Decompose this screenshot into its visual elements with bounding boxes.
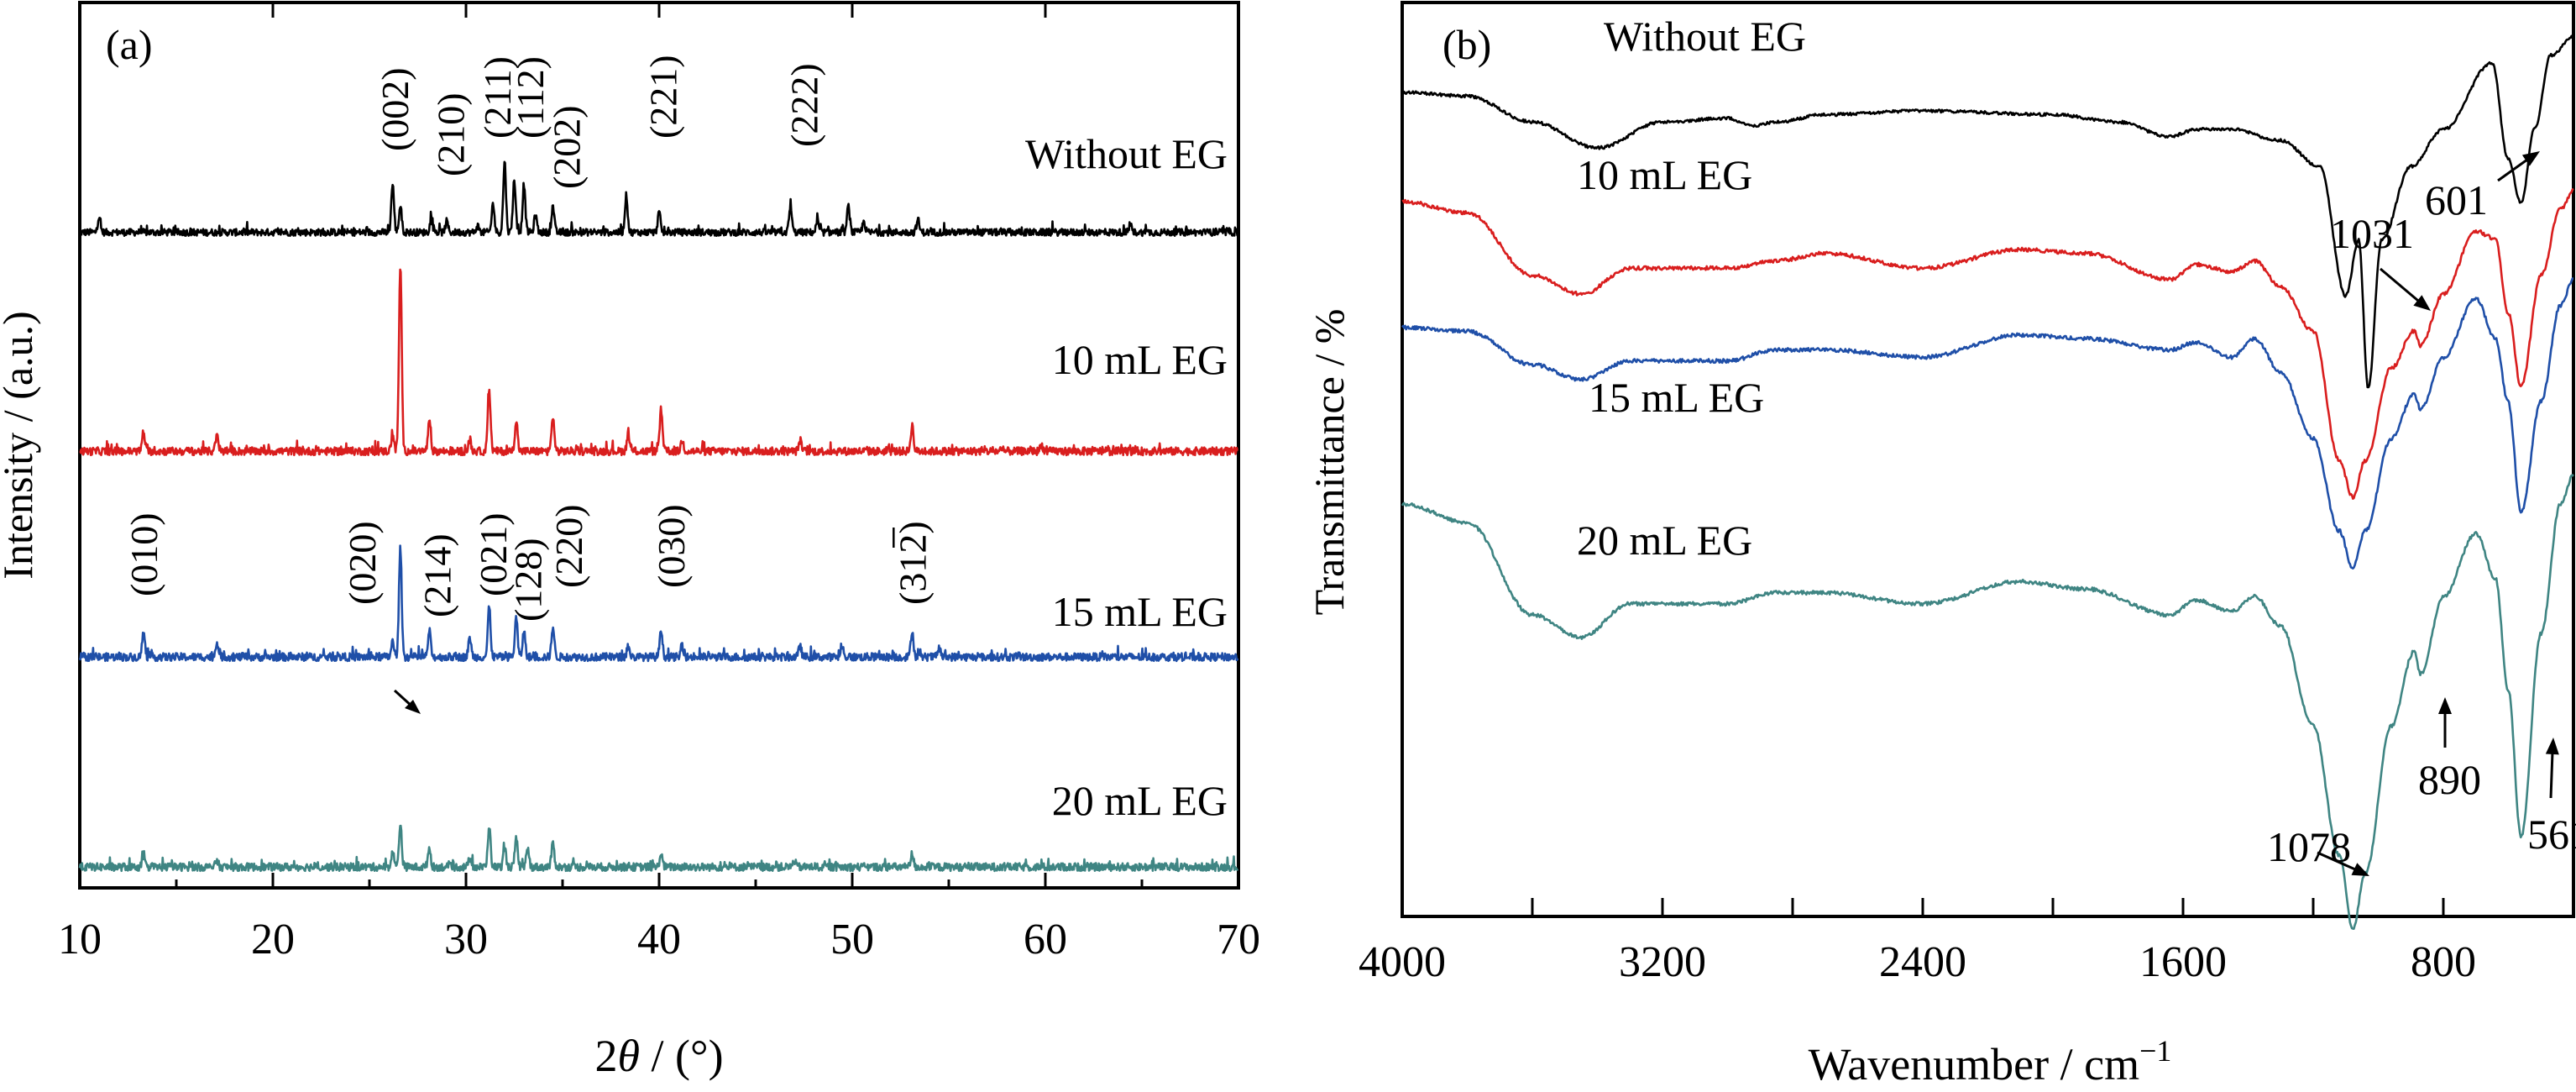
xrd-peak-label-13: (030) xyxy=(650,504,693,588)
xrd-x-tick-label: 30 xyxy=(444,916,488,963)
ftir-annotation-890: 890 xyxy=(2418,697,2481,803)
ftir-series-label-0: Without EG xyxy=(1604,13,1806,60)
xrd-x-axis-label: 2θ / (°) xyxy=(594,1031,723,1081)
ftir-annotation-label: 1031 xyxy=(2330,210,2414,257)
ftir-annotation-label: 561 xyxy=(2527,811,2576,858)
xrd-x-axis-label-pre: 2 xyxy=(594,1031,617,1081)
xrd-x-tick-label: 20 xyxy=(251,916,295,963)
ftir-plot-frame xyxy=(1401,1,2575,918)
arrow-head xyxy=(2351,863,2369,876)
xrd-peak-label-11: (128) xyxy=(507,538,550,622)
arrow-head xyxy=(2545,738,2559,755)
xrd-panel: (a) (002) (210) (211)(112)(202)(221) (222)(… xyxy=(0,1,1260,1081)
xrd-020-arrow xyxy=(393,689,421,714)
ftir-x-tick-label: 4000 xyxy=(1359,938,1446,986)
xrd-x-tick-label: 60 xyxy=(1024,916,1067,963)
arrow-head xyxy=(2438,697,2452,714)
xrd-peak-label-4: (202) xyxy=(546,105,589,189)
ftir-trace-0 xyxy=(1401,34,2575,389)
ftir-x-axis-label-text: Wavenumber / cm xyxy=(1809,1039,2140,1089)
ftir-series-labels: Without EG 10 mL EG 15 mL EG 20 mL EG xyxy=(1577,13,1806,564)
xrd-peak-label-6: (222) xyxy=(783,63,826,147)
ftir-traces xyxy=(1401,34,2575,930)
arrow-line xyxy=(2497,158,2528,182)
ftir-x-tick-label: 3200 xyxy=(1619,938,1706,986)
panel-a-label: (a) xyxy=(106,21,153,68)
xrd-series-label-1: 10 mL EG xyxy=(1052,336,1228,383)
ftir-trace-1 xyxy=(1401,187,2574,501)
xrd-peak-label-5: (221) xyxy=(642,55,685,139)
xrd-peak-label-8: (020) xyxy=(341,521,384,605)
ftir-x-tick-label: 1600 xyxy=(2139,938,2227,986)
ftir-x-tick-label: 2400 xyxy=(1879,938,1966,986)
ftir-annotation-label: 890 xyxy=(2418,756,2481,803)
xrd-traces xyxy=(78,160,1239,873)
xrd-peak-label-3: (112) xyxy=(509,56,552,139)
ftir-panel: (b) Without EG 10 mL EG 15 mL EG 20 mL EG 4… xyxy=(1306,1,2576,1089)
xrd-x-tick-label: 10 xyxy=(58,916,102,963)
xrd-x-axis-label-theta: θ xyxy=(617,1031,640,1081)
xrd-y-axis-label: Intensity / (a.u.) xyxy=(0,311,41,579)
xrd-peak-labels: (002) (210) (211)(112)(202) (221) (222) (010)… xyxy=(123,55,934,714)
xrd-series-labels: Without EG 10 mL EG 15 mL EG 20 mL EG xyxy=(1025,130,1228,824)
xrd-series-label-2: 15 mL EG xyxy=(1052,588,1228,635)
xrd-series-label-0: Without EG xyxy=(1025,130,1228,177)
ftir-annotation-601: 601 xyxy=(2425,151,2540,223)
xrd-peak-label-1: (210) xyxy=(430,92,473,176)
xrd-peak-label-12: (220) xyxy=(547,504,590,588)
ftir-series-label-1: 10 mL EG xyxy=(1577,151,1752,198)
xrd-peak-label-9: (214) xyxy=(416,533,459,617)
ftir-annotation-label: 601 xyxy=(2425,176,2488,223)
xrd-peak-label-14: (312) xyxy=(891,521,934,605)
ftir-annotation-1078: 1078 xyxy=(2267,823,2369,876)
arrow-head xyxy=(2413,295,2431,311)
arrow-line xyxy=(2380,267,2419,302)
xrd-x-tick-label: 70 xyxy=(1217,916,1260,963)
ftir-y-axis-label: Transmittance / % xyxy=(1306,309,1353,616)
arrow-line xyxy=(2549,751,2554,799)
ftir-annotation-1031: 1031 xyxy=(2330,210,2431,311)
xrd-trace-3 xyxy=(78,824,1239,873)
xrd-series-label-3: 20 mL EG xyxy=(1052,777,1228,824)
xrd-trace-0 xyxy=(79,160,1238,238)
xrd-x-ticks: 10 20 30 40 50 60 70 xyxy=(58,3,1260,963)
ftir-series-label-3: 20 mL EG xyxy=(1577,517,1752,564)
xrd-peak-label-7: (010) xyxy=(123,512,165,596)
ftir-x-axis-label-sup: −1 xyxy=(2139,1034,2171,1068)
xrd-trace-2 xyxy=(78,544,1239,663)
xrd-peak-label-0: (002) xyxy=(374,67,416,151)
ftir-series-label-2: 15 mL EG xyxy=(1589,374,1764,421)
xrd-x-tick-label: 40 xyxy=(637,916,681,963)
arrow-head xyxy=(2521,151,2540,166)
ftir-x-ticks: 4000 3200 2400 1600 800 xyxy=(1359,898,2476,986)
xrd-peak-label-2: (211) xyxy=(476,56,519,139)
xrd-peak-label-10: (021) xyxy=(472,512,515,596)
panel-b-label: (b) xyxy=(1442,21,1491,68)
xrd-trace-1 xyxy=(79,268,1238,457)
ftir-x-tick-label: 800 xyxy=(2411,938,2476,986)
ftir-x-axis-label: Wavenumber / cm−1 xyxy=(1809,1034,2172,1089)
ftir-trace-3 xyxy=(1401,474,2574,930)
xrd-x-tick-label: 50 xyxy=(830,916,874,963)
ftir-trace-2 xyxy=(1401,277,2574,570)
arrow-line xyxy=(2317,851,2356,871)
xrd-x-axis-label-post: / (°) xyxy=(640,1031,724,1081)
ftir-annotation-561: 561 xyxy=(2527,738,2576,858)
